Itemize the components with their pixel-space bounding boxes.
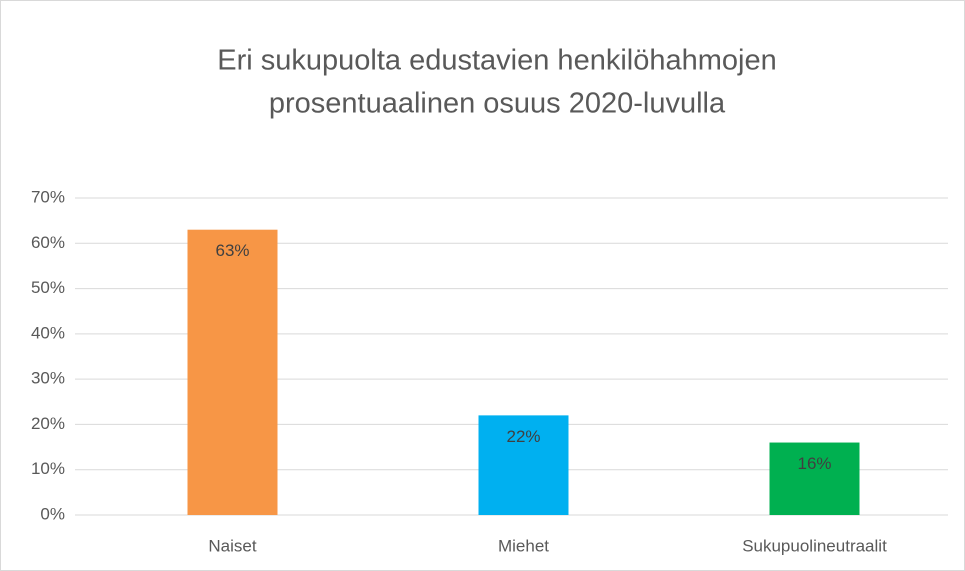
y-tick-label: 10% (31, 459, 65, 478)
y-tick-label: 70% (31, 187, 65, 206)
y-tick-label: 60% (31, 233, 65, 252)
y-tick-label: 50% (31, 278, 65, 297)
data-label: 22% (506, 427, 540, 446)
y-tick-label: 40% (31, 323, 65, 342)
y-tick-label: 30% (31, 369, 65, 388)
x-tick-label: Miehet (498, 536, 549, 555)
y-tick-label: 0% (40, 504, 65, 523)
bar (187, 229, 278, 515)
y-tick-label: 20% (31, 414, 65, 433)
bar (478, 415, 569, 515)
chart-title: Eri sukupuolta edustavien henkilöhahmoje… (217, 45, 776, 77)
data-label: 16% (797, 454, 831, 473)
chart-title: prosentuaalinen osuus 2020-luvulla (269, 88, 726, 120)
data-label: 63% (215, 241, 249, 260)
bar (769, 442, 860, 515)
x-tick-label: Sukupuolineutraalit (742, 536, 887, 555)
x-tick-label: Naiset (208, 536, 256, 555)
